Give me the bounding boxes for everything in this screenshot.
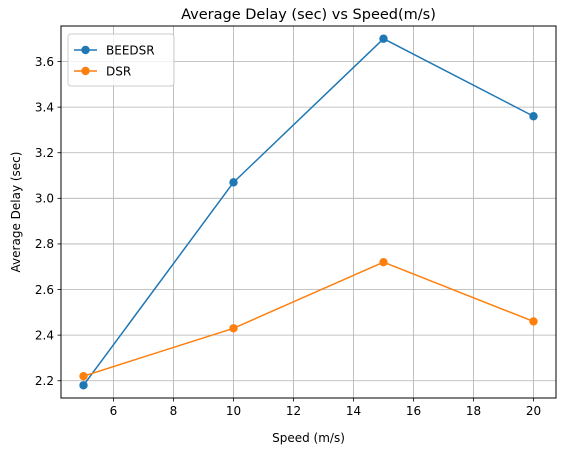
x-tick-label: 20	[526, 404, 541, 418]
legend-marker-beedsr	[81, 45, 90, 55]
series-dsr	[79, 257, 538, 381]
ticks: 6 8 10 12 14 16 18 20 2.2 2.4 2.6 2.8 3.0 3.2 3.4 3.6	[35, 55, 541, 418]
y-tick-label: 3.0	[35, 192, 54, 206]
y-axis-label: Average Delay (sec)	[9, 152, 23, 273]
series-layer	[79, 34, 538, 390]
series-beedsr	[79, 34, 538, 390]
series-line-dsr	[83, 261, 534, 377]
y-tick-label: 3.4	[35, 100, 54, 114]
x-tick-label: 14	[346, 404, 361, 418]
legend: BEEDSR DSR	[67, 33, 175, 87]
y-tick-label: 3.6	[35, 55, 54, 69]
x-axis-label: Speed (m/s)	[272, 431, 345, 445]
x-tick-label: 8	[170, 404, 178, 418]
y-tick-label: 2.4	[35, 328, 54, 342]
y-tick-label: 2.6	[35, 283, 54, 297]
x-tick-label: 18	[466, 404, 481, 418]
chart-title: Average Delay (sec) vs Speed(m/s)	[181, 7, 436, 23]
data-point-dsr	[79, 371, 88, 381]
x-tick-label: 12	[286, 404, 301, 418]
legend-label-beedsr: BEEDSR	[106, 44, 155, 58]
legend-box	[67, 33, 175, 87]
y-tick-label: 2.2	[35, 374, 54, 388]
y-tick-label: 3.2	[35, 146, 54, 160]
data-point-dsr	[379, 257, 388, 267]
x-tick-label: 6	[110, 404, 118, 418]
x-tick-label: 16	[406, 404, 421, 418]
data-point-beedsr	[79, 381, 88, 390]
x-tick-label: 10	[226, 404, 241, 418]
legend-label-dsr: DSR	[106, 65, 131, 79]
grid	[61, 26, 556, 398]
data-point-beedsr	[379, 34, 388, 43]
legend-marker-dsr	[81, 66, 90, 76]
data-point-dsr	[529, 317, 538, 326]
data-point-beedsr	[229, 178, 238, 187]
y-tick-label: 2.8	[35, 237, 54, 251]
series-line-beedsr	[82, 37, 534, 386]
data-point-dsr	[229, 324, 238, 333]
plot-frame	[60, 25, 557, 399]
data-point-beedsr	[529, 112, 538, 121]
